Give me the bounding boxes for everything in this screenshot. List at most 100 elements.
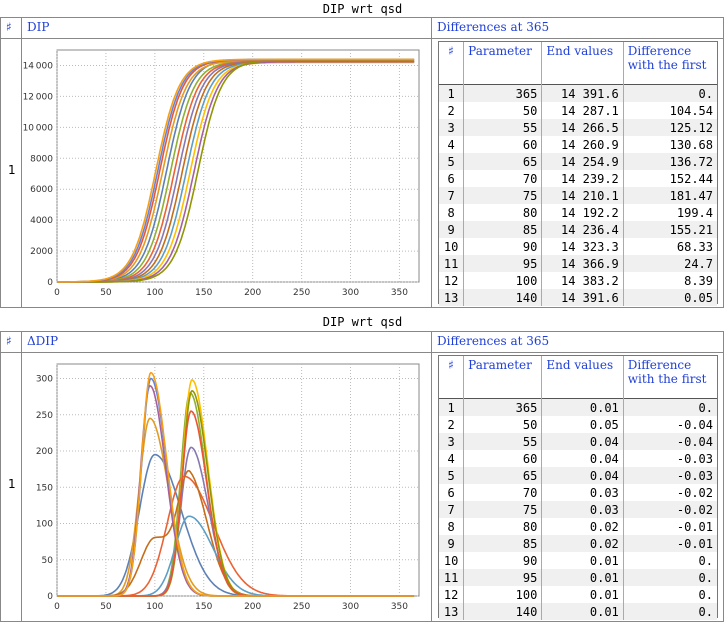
table-cell: 95 xyxy=(463,569,543,586)
table-cell: 365 xyxy=(463,84,543,102)
table-cell: 0.04 xyxy=(541,467,624,484)
table-cell: 9 xyxy=(439,535,465,552)
table-cell: 100 xyxy=(463,586,543,603)
table-cell: 0. xyxy=(623,569,717,586)
table-cell: 5 xyxy=(439,467,465,484)
table-cell: 14 391.6 xyxy=(541,84,624,102)
table-cell: 0.04 xyxy=(541,450,624,467)
table-cell: 0.01 xyxy=(541,586,624,603)
y-tick-label: 250 xyxy=(36,411,53,421)
table-cell: 11 xyxy=(439,255,465,272)
table-cell: -0.02 xyxy=(676,485,713,500)
x-tick-label: 350 xyxy=(391,288,408,298)
table-cell: 0.03 xyxy=(541,484,624,501)
x-tick-label: 150 xyxy=(195,602,212,612)
y-tick-label: 100 xyxy=(36,520,53,530)
table-cell: 9 xyxy=(439,221,465,238)
series-line-140 xyxy=(57,58,415,283)
plot-frame xyxy=(56,363,420,597)
table-row: 10 90 14 323.3 68.33 xyxy=(439,238,717,255)
table-cell: 14 260.9 xyxy=(541,136,624,153)
table-cell: 14 323.3 xyxy=(541,238,624,255)
y-tick-label: 2000 xyxy=(30,247,53,257)
column-header: ♯ xyxy=(439,42,465,85)
table-cell: 70 xyxy=(463,170,543,187)
table-cell: 0.02 xyxy=(541,535,624,552)
table-cell: 155.21 xyxy=(623,221,717,238)
x-tick-label: 250 xyxy=(293,288,310,298)
table-cell: 14 366.9 xyxy=(541,255,624,272)
table-cell: 80 xyxy=(463,518,543,535)
table-row: 8 80 14 192.2 199.4 xyxy=(439,204,717,221)
table-cell: 181.47 xyxy=(623,187,717,204)
panel1-index-header: ♯ xyxy=(6,20,12,34)
table-row: 3 55 0.04 -0.04 xyxy=(439,433,717,450)
y-tick-label: 6000 xyxy=(30,185,53,195)
table-cell: 365 xyxy=(463,398,543,416)
table-cell: 65 xyxy=(463,467,543,484)
table-cell: 14 236.4 xyxy=(541,221,624,238)
table-cell: -0.03 xyxy=(676,451,713,466)
table-cell: 3 xyxy=(439,433,465,450)
table-cell: 0.02 xyxy=(541,518,624,535)
table-cell: 13 xyxy=(439,603,465,620)
y-tick-label: 150 xyxy=(36,483,53,493)
column-header: End values xyxy=(541,42,624,85)
table-cell: 125.12 xyxy=(623,119,717,136)
column-header: ♯ xyxy=(439,356,465,399)
panel2-index-header: ♯ xyxy=(6,334,12,348)
panel2-title: DIP wrt qsd xyxy=(322,315,403,329)
column-header: Parameter xyxy=(463,42,543,85)
table-row: 4 60 0.04 -0.03 xyxy=(439,450,717,467)
table-cell: 0.05 xyxy=(623,289,717,306)
panel1-row-label: 1 xyxy=(8,163,16,177)
table-cell: 140 xyxy=(463,289,543,306)
table-row: 9 85 14 236.4 155.21 xyxy=(439,221,717,238)
table-cell: 0. xyxy=(698,553,713,568)
x-tick-label: 0 xyxy=(54,288,60,298)
table-row: 2 50 14 287.1 104.54 xyxy=(439,102,717,119)
y-tick-label: 50 xyxy=(42,556,54,566)
panel1-diff-table: ♯ Parameter End values Difference with the f… xyxy=(439,42,717,306)
x-tick-label: 100 xyxy=(146,602,163,612)
panel1-table-header: Differences at 365 xyxy=(437,20,550,34)
column-header: Parameter xyxy=(463,356,543,399)
table-cell: 70 xyxy=(463,484,543,501)
table-cell: 24.7 xyxy=(623,255,717,272)
table-cell: 95 xyxy=(463,255,543,272)
y-tick-label: 12 000 xyxy=(23,92,53,102)
table-cell: 0. xyxy=(623,398,717,416)
table-row: 8 80 0.02 -0.01 xyxy=(439,518,717,535)
dip-chart: 0 50 100 150 200 250 300 350 0 2000 4000 6000 8000 10… xyxy=(23,49,420,298)
table-cell: 2 xyxy=(439,416,465,433)
panel2-diff-table: ♯ Parameter End values Difference with the f… xyxy=(439,356,717,620)
table-cell: -0.04 xyxy=(676,417,713,432)
table-cell: 7 xyxy=(439,187,465,204)
table-row: 1 365 0.01 0. xyxy=(439,398,717,416)
table-cell: 10 xyxy=(439,238,465,255)
y-tick-label: 4000 xyxy=(30,216,53,226)
table-cell: 14 210.1 xyxy=(541,187,624,204)
table-cell: 140 xyxy=(463,603,543,620)
table-cell: -0.04 xyxy=(623,433,717,450)
table-cell: 75 xyxy=(463,187,543,204)
y-tick-label: 200 xyxy=(36,447,53,457)
table-cell: -0.01 xyxy=(623,535,717,552)
table-row: 5 65 0.04 -0.03 xyxy=(439,467,717,484)
table-cell: 85 xyxy=(463,221,543,238)
plot-area: 0 50 100 150 200 250 300 350 0 2000 4000 6000 8000 10… xyxy=(23,49,420,298)
table-cell: 152.44 xyxy=(669,171,713,186)
table-cell: 0.01 xyxy=(541,603,624,620)
table-cell: 7 xyxy=(439,501,465,518)
table-row: 13 140 0.01 0. xyxy=(439,603,717,620)
x-tick-label: 350 xyxy=(391,602,408,612)
table-cell: 85 xyxy=(463,535,543,552)
table-cell: 0.04 xyxy=(541,433,624,450)
table-cell: 0.01 xyxy=(541,552,624,569)
table-row: 11 95 0.01 0. xyxy=(439,569,717,586)
plot-area: 0 50 100 150 200 250 300 350 0 50 100 150 200 250 300 xyxy=(36,363,420,612)
table-cell: 0. xyxy=(623,84,717,102)
panel2-grid: ♯ ΔDIP Differences at 365 1 0 50 100 150 200… xyxy=(0,331,724,622)
x-tick-label: 50 xyxy=(100,602,112,612)
table-cell: 75 xyxy=(463,501,543,518)
